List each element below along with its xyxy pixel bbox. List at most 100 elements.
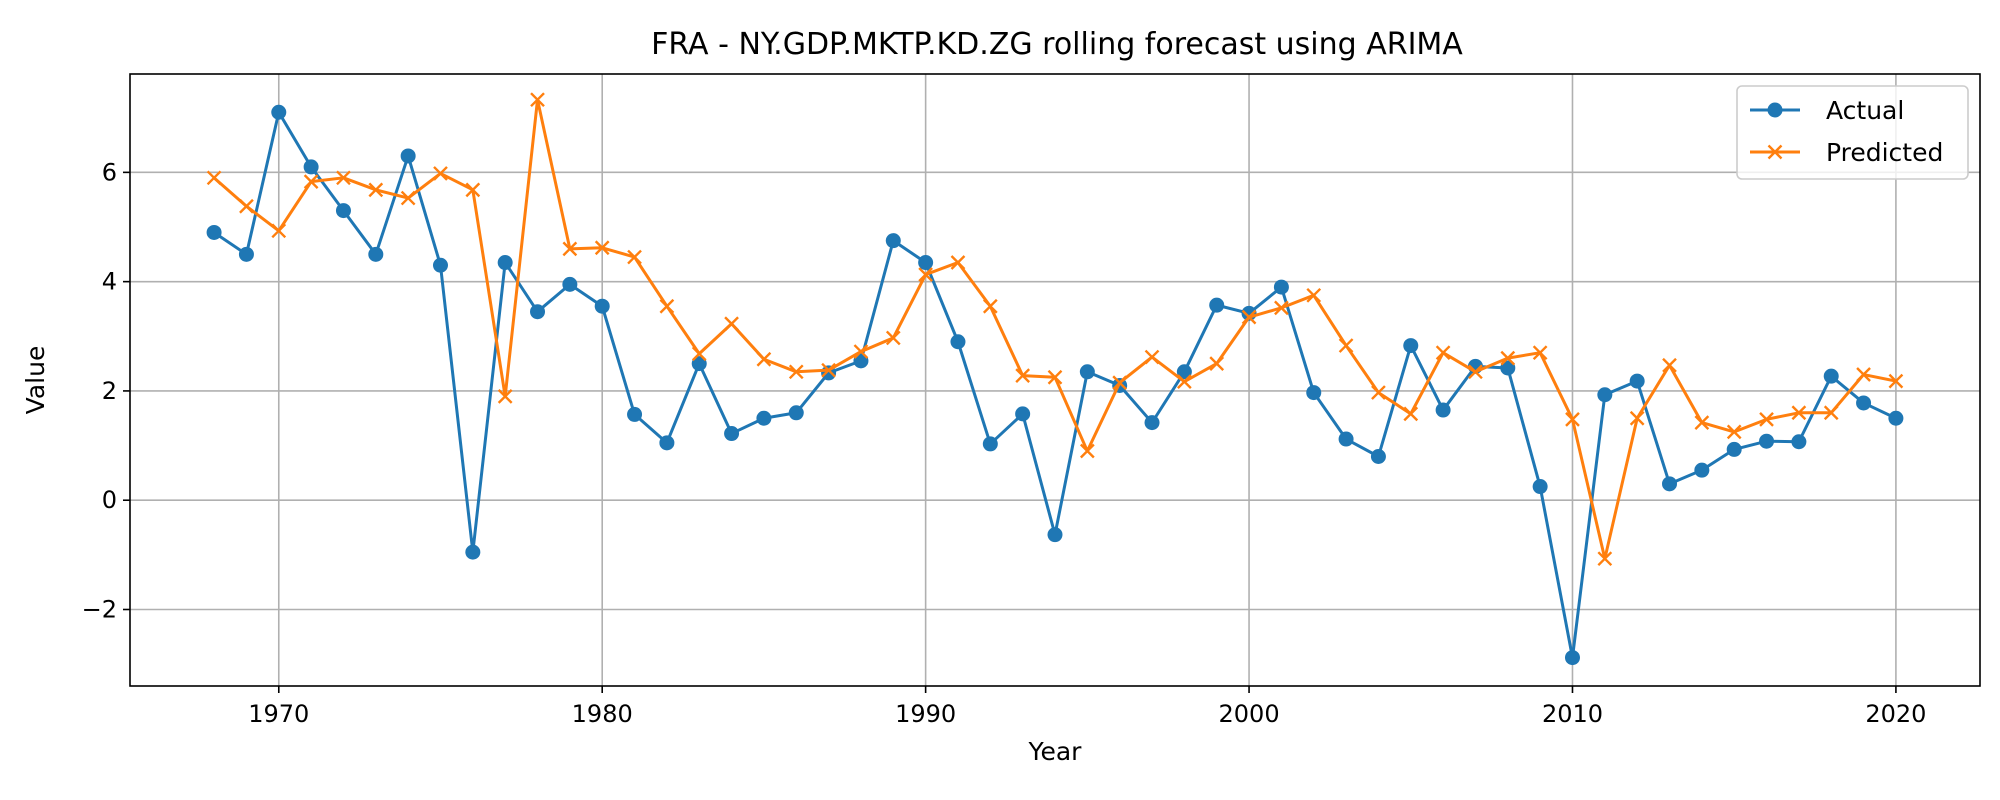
- data-point-predicted: [1532, 345, 1548, 361]
- x-axis-label: Year: [1028, 737, 1083, 766]
- data-point-actual: [1015, 406, 1031, 422]
- data-point-actual: [400, 148, 416, 164]
- data-point-predicted: [594, 240, 610, 256]
- y-axis-label: Value: [21, 346, 50, 415]
- data-point-actual: [950, 334, 966, 350]
- data-point-actual: [1403, 338, 1419, 354]
- data-point-actual: [1597, 387, 1613, 403]
- y-tick-label: 6: [102, 158, 117, 186]
- data-point-actual: [432, 257, 448, 273]
- x-tick-label: 1970: [248, 700, 309, 728]
- series-actual: [206, 104, 1904, 666]
- data-point-actual: [1629, 373, 1645, 389]
- data-point-actual: [1079, 364, 1095, 380]
- legend-label-actual: Actual: [1826, 96, 1904, 125]
- data-point-predicted: [1597, 551, 1613, 567]
- legend-marker-actual: [1767, 102, 1783, 118]
- data-point-predicted: [1856, 367, 1871, 382]
- y-tick-label: 4: [102, 268, 117, 296]
- legend-marker-predicted: [1767, 144, 1783, 160]
- legend: Actual Predicted: [1736, 85, 1969, 180]
- data-point-predicted: [303, 174, 319, 189]
- data-point-actual: [1759, 433, 1775, 449]
- data-point-predicted: [1371, 385, 1386, 400]
- y-tick-label: 2: [102, 377, 117, 405]
- x-tick-label: 1990: [895, 700, 956, 728]
- data-point-predicted: [1079, 443, 1095, 459]
- legend-item-actual: Actual: [1750, 96, 1904, 125]
- data-point-actual: [530, 304, 546, 320]
- data-point-actual: [1856, 395, 1872, 411]
- data-point-predicted: [1403, 406, 1419, 422]
- chart-title: FRA - NY.GDP.MKTP.KD.ZG rolling forecast…: [651, 27, 1463, 62]
- data-point-actual: [724, 426, 740, 442]
- data-point-predicted: [950, 255, 966, 270]
- data-point-predicted: [433, 166, 448, 181]
- data-point-actual: [1500, 360, 1516, 376]
- data-point-predicted: [1468, 364, 1483, 380]
- x-tick-label: 2020: [1865, 700, 1926, 728]
- data-point-predicted: [497, 389, 513, 404]
- data-point-actual: [465, 544, 481, 560]
- data-point-predicted: [1338, 338, 1354, 353]
- data-point-predicted: [1306, 287, 1322, 303]
- data-point-predicted: [271, 223, 287, 239]
- data-point-actual: [1694, 462, 1710, 478]
- data-point-predicted: [400, 190, 416, 206]
- data-point-actual: [1532, 479, 1548, 495]
- data-point-predicted: [1209, 356, 1225, 371]
- data-point-actual: [206, 224, 222, 240]
- data-point-predicted: [788, 364, 804, 380]
- data-point-predicted: [562, 241, 578, 257]
- data-point-predicted: [1274, 300, 1289, 316]
- data-point-actual: [271, 104, 287, 120]
- data-point-predicted: [1629, 410, 1645, 426]
- data-point-predicted: [1015, 368, 1031, 383]
- data-point-actual: [756, 410, 772, 426]
- data-point-predicted: [691, 346, 707, 362]
- data-point-actual: [303, 159, 319, 175]
- data-point-actual: [1564, 650, 1580, 666]
- data-point-actual: [562, 276, 578, 292]
- data-point-actual: [335, 203, 351, 219]
- data-point-actual: [594, 298, 610, 314]
- data-point-actual: [918, 255, 934, 271]
- data-point-predicted: [1823, 405, 1839, 421]
- series-predicted: [206, 92, 1904, 567]
- series-layer: [206, 92, 1904, 666]
- y-tick-label: −2: [82, 596, 117, 624]
- data-point-predicted: [659, 298, 675, 314]
- y-tick-label: 0: [102, 486, 117, 514]
- data-point-actual: [1888, 410, 1904, 426]
- data-point-predicted: [885, 330, 901, 346]
- data-point-predicted: [1759, 411, 1774, 427]
- data-point-predicted: [1435, 345, 1451, 361]
- data-point-predicted: [1241, 309, 1257, 325]
- series-line-actual: [213, 110, 1897, 660]
- data-point-predicted: [1112, 375, 1128, 391]
- data-point-actual: [1726, 441, 1742, 457]
- data-point-predicted: [206, 170, 222, 186]
- x-tick-label: 1980: [572, 700, 633, 728]
- data-point-actual: [982, 436, 998, 452]
- data-point-predicted: [336, 170, 351, 186]
- data-point-predicted: [627, 249, 642, 265]
- data-point-actual: [885, 233, 901, 249]
- data-point-predicted: [465, 182, 481, 198]
- data-point-predicted: [1662, 357, 1677, 373]
- data-point-predicted: [1177, 374, 1192, 389]
- data-point-actual: [1306, 385, 1322, 401]
- data-point-predicted: [1500, 350, 1516, 366]
- data-point-actual: [1273, 279, 1289, 295]
- data-point-actual: [1823, 368, 1839, 384]
- data-point-predicted: [1694, 415, 1710, 430]
- data-point-actual: [659, 435, 675, 451]
- plot-area-frame: [129, 73, 1981, 687]
- data-point-actual: [1791, 434, 1807, 450]
- x-tick-label: 2000: [1219, 700, 1280, 728]
- data-point-actual: [788, 405, 804, 421]
- data-point-predicted: [1791, 405, 1807, 421]
- data-point-predicted: [1726, 424, 1742, 440]
- data-point-predicted: [918, 267, 933, 282]
